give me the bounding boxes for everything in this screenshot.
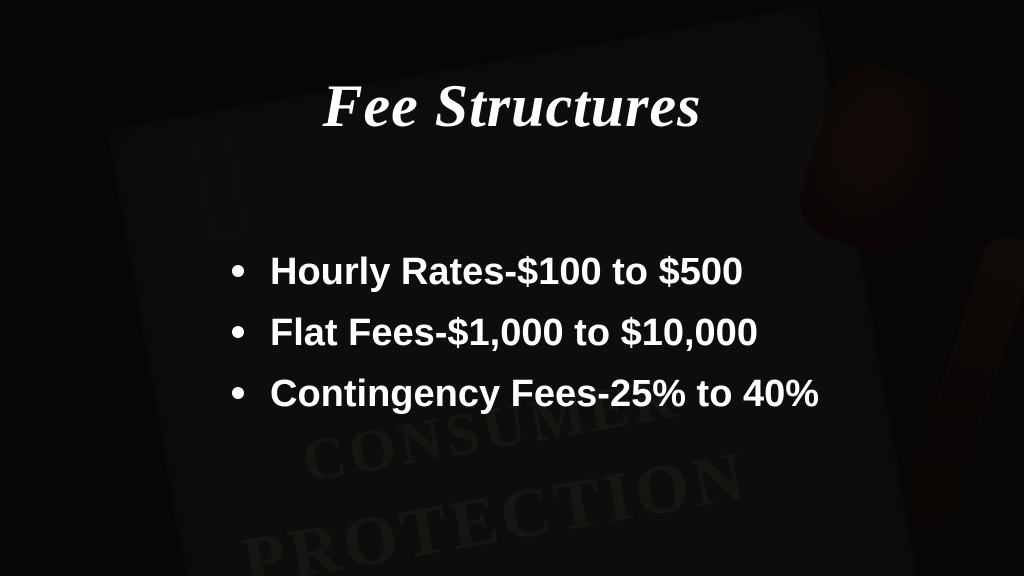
- list-item: Flat Fees-$1,000 to $10,000: [232, 305, 819, 362]
- list-item: Contingency Fees-25% to 40%: [232, 366, 819, 423]
- list-item: Hourly Rates-$100 to $500: [232, 244, 819, 301]
- slide-title: Fee Structures: [0, 72, 1024, 141]
- slide-content: Fee Structures Hourly Rates-$100 to $500…: [0, 0, 1024, 576]
- fee-list: Hourly Rates-$100 to $500 Flat Fees-$1,0…: [232, 244, 819, 427]
